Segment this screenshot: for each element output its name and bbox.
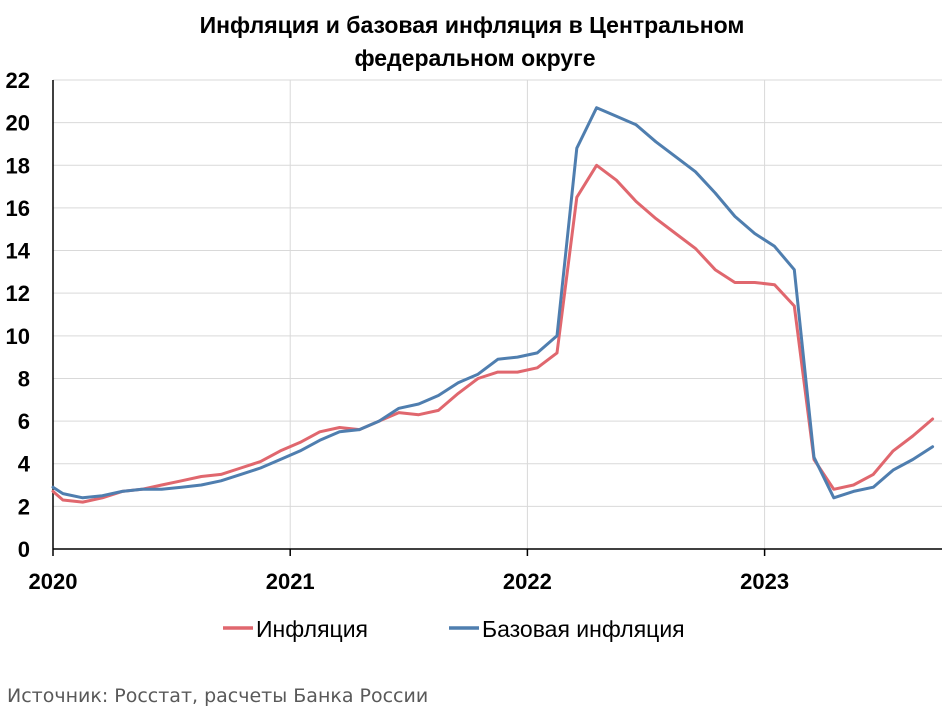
y-tick-label: 16 — [6, 196, 30, 221]
y-tick-label: 10 — [6, 324, 30, 349]
source-note: Источник: Росстат, расчеты Банка России — [7, 685, 429, 707]
y-tick-label: 0 — [18, 537, 30, 562]
x-tick-label: 2022 — [503, 569, 552, 594]
x-tick-label: 2021 — [266, 569, 315, 594]
x-tick-label: 2023 — [740, 569, 789, 594]
series-layer — [51, 106, 935, 504]
y-tick-label: 18 — [6, 153, 30, 178]
legend-layer: Инфляция Базовая инфляция — [223, 616, 685, 642]
y-tick-label: 4 — [18, 452, 31, 477]
y-tick-label: 6 — [18, 409, 30, 434]
series-line-inflation — [51, 163, 935, 504]
x-tick-label: 2020 — [29, 569, 78, 594]
legend-label: Базовая инфляция — [482, 616, 685, 642]
grid-layer — [53, 79, 942, 549]
y-tick-label: 2 — [18, 494, 30, 519]
y-tick-label: 22 — [6, 68, 30, 93]
y-tick-label: 12 — [6, 281, 30, 306]
chart-title-line-1: Инфляция и базовая инфляция в Центрально… — [199, 12, 745, 38]
y-tick-label: 20 — [6, 111, 30, 136]
y-tick-label: 14 — [6, 239, 31, 264]
legend-label: Инфляция — [256, 616, 368, 642]
series-line-core-inflation — [51, 106, 935, 500]
y-tick-label: 8 — [18, 366, 30, 391]
chart-title-line-2: федеральном округе — [354, 45, 596, 71]
